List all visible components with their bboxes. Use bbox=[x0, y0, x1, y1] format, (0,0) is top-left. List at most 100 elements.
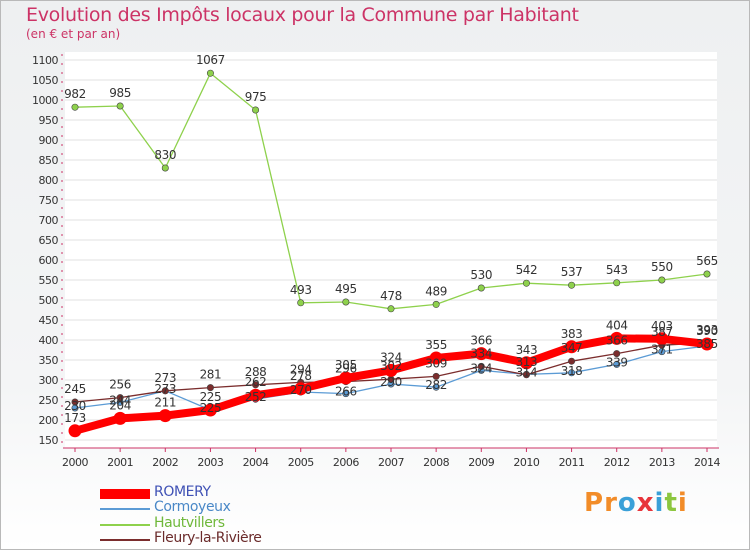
y-tick-label: 900 bbox=[39, 134, 59, 147]
data-label-hautvillers: 493 bbox=[290, 283, 312, 297]
x-tick-label: 2007 bbox=[378, 456, 404, 469]
y-tick-label: 200 bbox=[39, 414, 59, 427]
logo-letter: r bbox=[604, 488, 618, 518]
point-hautvillers bbox=[658, 276, 666, 284]
data-label-romery: 383 bbox=[561, 327, 583, 341]
point-fleury bbox=[161, 387, 169, 395]
logo-letter: o bbox=[617, 488, 637, 518]
legend-label-cormoyeux: Cormoyeux bbox=[154, 499, 231, 515]
data-label-romery: 390 bbox=[696, 324, 718, 338]
y-tick-label: 600 bbox=[39, 254, 59, 267]
point-cormoyeux bbox=[342, 390, 350, 398]
point-romery bbox=[610, 331, 624, 345]
x-tick-label: 2001 bbox=[107, 456, 133, 469]
point-hautvillers bbox=[568, 281, 576, 289]
legend-swatch-fleury bbox=[100, 539, 150, 541]
data-label-romery: 343 bbox=[516, 343, 538, 357]
y-tick-label: 750 bbox=[39, 194, 59, 207]
point-hautvillers bbox=[206, 69, 214, 77]
x-tick-label: 2012 bbox=[604, 456, 630, 469]
data-label-hautvillers: 478 bbox=[380, 289, 402, 303]
point-hautvillers bbox=[297, 299, 305, 307]
point-romery bbox=[249, 388, 263, 402]
point-romery bbox=[294, 382, 308, 396]
data-label-romery: 366 bbox=[470, 334, 492, 348]
point-romery bbox=[384, 363, 398, 377]
data-label-hautvillers: 1067 bbox=[196, 53, 225, 67]
data-label-cormoyeux: 244 bbox=[109, 393, 131, 407]
y-tick-label: 150 bbox=[39, 434, 59, 447]
y-tick-label: 350 bbox=[39, 354, 59, 367]
data-label-hautvillers: 975 bbox=[245, 90, 267, 104]
logo-letter: P bbox=[584, 488, 605, 518]
point-cormoyeux bbox=[613, 360, 621, 368]
point-fleury bbox=[116, 394, 124, 402]
data-label-cormoyeux: 273 bbox=[154, 382, 176, 396]
point-romery bbox=[113, 411, 127, 425]
chart-title: Evolution des Impôts locaux pour la Comm… bbox=[26, 4, 579, 26]
point-romery bbox=[158, 409, 172, 423]
x-tick-label: 2000 bbox=[62, 456, 88, 469]
data-label-cormoyeux: 282 bbox=[425, 378, 447, 392]
data-label-hautvillers: 985 bbox=[109, 86, 131, 100]
data-label-cormoyeux: 290 bbox=[380, 375, 402, 389]
legend-swatch-cormoyeux bbox=[100, 508, 150, 510]
data-label-romery: 278 bbox=[290, 369, 312, 383]
data-label-fleury: 296 bbox=[335, 362, 357, 376]
point-hautvillers bbox=[161, 164, 169, 172]
point-hautvillers bbox=[477, 284, 485, 292]
data-label-romery: 404 bbox=[606, 318, 628, 332]
x-tick-label: 2013 bbox=[649, 456, 675, 469]
legend-swatch-hautvillers bbox=[100, 524, 150, 526]
point-hautvillers bbox=[387, 305, 395, 313]
y-tick-label: 950 bbox=[39, 114, 59, 127]
legend-label-hautvillers: Hautvillers bbox=[154, 515, 225, 531]
point-hautvillers bbox=[71, 103, 79, 111]
point-fleury bbox=[568, 357, 576, 365]
x-tick-label: 2006 bbox=[333, 456, 359, 469]
data-label-romery: 403 bbox=[651, 319, 673, 333]
point-romery bbox=[203, 403, 217, 417]
data-label-cormoyeux: 371 bbox=[651, 343, 673, 357]
point-fleury bbox=[613, 350, 621, 358]
y-tick-label: 1100 bbox=[32, 54, 58, 67]
point-romery bbox=[429, 351, 443, 365]
data-label-fleury: 313 bbox=[516, 355, 538, 369]
y-tick-label: 250 bbox=[39, 394, 59, 407]
data-label-fleury: 302 bbox=[380, 359, 402, 373]
x-tick-label: 2004 bbox=[243, 456, 269, 469]
data-label-fleury: 334 bbox=[470, 346, 492, 360]
y-tick-label: 300 bbox=[39, 374, 59, 387]
data-label-hautvillers: 550 bbox=[651, 260, 673, 274]
x-tick-label: 2010 bbox=[513, 456, 539, 469]
data-label-hautvillers: 543 bbox=[606, 263, 628, 277]
y-tick-label: 450 bbox=[39, 314, 59, 327]
legend-label-romery: ROMERY bbox=[154, 484, 211, 500]
x-tick-label: 2008 bbox=[423, 456, 449, 469]
proxiti-logo: Proxiti bbox=[584, 488, 688, 518]
data-label-fleury: 245 bbox=[64, 382, 86, 396]
logo-letter: x bbox=[636, 488, 655, 518]
legend-swatch-romery bbox=[100, 489, 150, 499]
legend-label-fleury: Fleury-la-Rivière bbox=[154, 530, 262, 546]
point-hautvillers bbox=[342, 298, 350, 306]
data-label-fleury: 366 bbox=[606, 334, 628, 348]
data-label-romery: 211 bbox=[154, 396, 176, 410]
point-fleury bbox=[71, 398, 79, 406]
data-label-cormoyeux: 225 bbox=[200, 401, 222, 415]
y-tick-label: 1050 bbox=[32, 74, 58, 87]
y-tick-label: 500 bbox=[39, 294, 59, 307]
point-hautvillers bbox=[432, 300, 440, 308]
point-hautvillers bbox=[116, 102, 124, 110]
logo-letter: t bbox=[664, 488, 678, 518]
data-label-cormoyeux: 252 bbox=[245, 390, 267, 404]
point-hautvillers bbox=[522, 279, 530, 287]
data-label-hautvillers: 542 bbox=[516, 263, 538, 277]
data-label-hautvillers: 537 bbox=[561, 265, 583, 279]
point-romery bbox=[339, 371, 353, 385]
data-label-hautvillers: 982 bbox=[64, 87, 86, 101]
logo-letter: i bbox=[654, 488, 665, 518]
y-tick-label: 800 bbox=[39, 174, 59, 187]
point-fleury bbox=[432, 372, 440, 380]
